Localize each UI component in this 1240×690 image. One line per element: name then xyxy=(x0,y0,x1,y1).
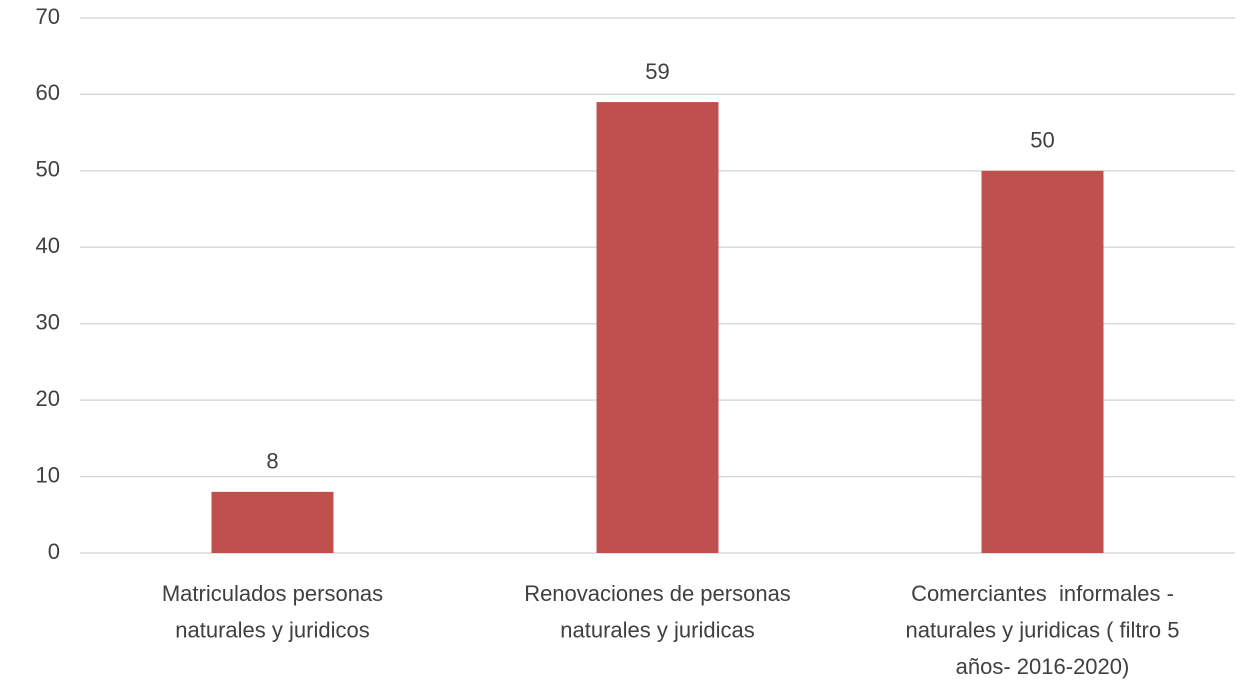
y-tick-label: 40 xyxy=(36,233,60,258)
bar xyxy=(981,170,1104,553)
data-label: 8 xyxy=(266,449,278,474)
data-label: 50 xyxy=(1030,128,1054,153)
x-tick-label: Renovaciones de personas xyxy=(524,581,791,606)
x-tick-label: naturales y juridicas xyxy=(560,617,754,642)
bar xyxy=(211,491,334,553)
y-tick-label: 0 xyxy=(48,539,60,564)
y-tick-label: 50 xyxy=(36,157,60,182)
bar xyxy=(596,102,719,554)
x-tick-label: Comerciantes informales - xyxy=(911,581,1174,606)
x-tick-label: naturales y juridicos xyxy=(175,617,369,642)
y-tick-label: 60 xyxy=(36,80,60,105)
data-label: 59 xyxy=(645,59,669,84)
y-tick-label: 20 xyxy=(36,386,60,411)
y-tick-label: 70 xyxy=(36,4,60,29)
x-tick-label: años- 2016-2020) xyxy=(956,654,1130,679)
y-tick-label: 10 xyxy=(36,462,60,487)
x-tick-label: naturales y juridicas ( filtro 5 xyxy=(906,617,1180,642)
y-tick-label: 30 xyxy=(36,310,60,335)
x-tick-label: Matriculados personas xyxy=(162,581,383,606)
